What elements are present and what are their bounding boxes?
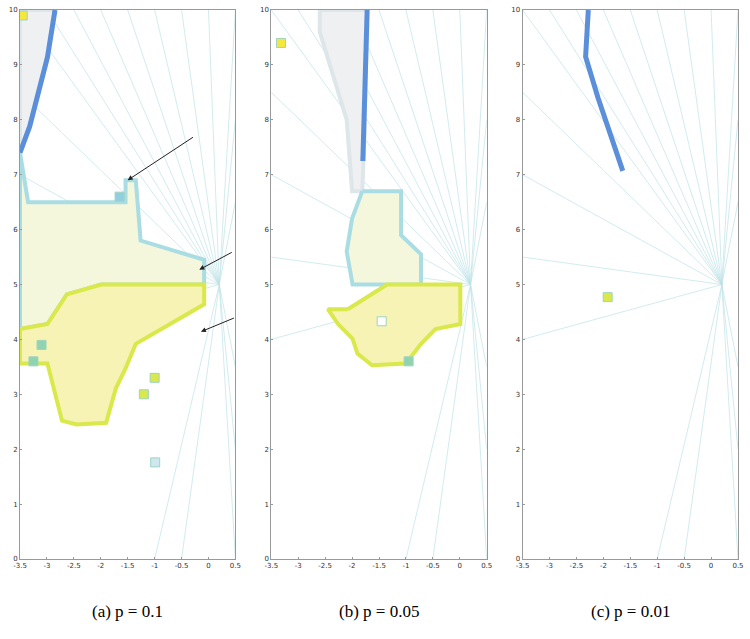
svg-text:9: 9	[264, 61, 268, 69]
svg-text:10: 10	[511, 6, 520, 14]
svg-text:4: 4	[516, 336, 521, 344]
svg-text:0: 0	[13, 555, 17, 563]
svg-text:8: 8	[264, 116, 268, 124]
svg-text:6: 6	[264, 226, 269, 234]
svg-text:(a) p = 0.1: (a) p = 0.1	[92, 602, 163, 621]
svg-text:8: 8	[516, 116, 520, 124]
svg-text:9: 9	[13, 61, 17, 69]
svg-text:-2: -2	[97, 562, 104, 570]
svg-text:-3: -3	[43, 562, 50, 570]
svg-text:8: 8	[13, 116, 17, 124]
svg-text:6: 6	[516, 226, 521, 234]
svg-text:-3.5: -3.5	[264, 562, 278, 570]
svg-text:2: 2	[13, 446, 17, 454]
svg-text:0: 0	[458, 562, 462, 570]
svg-text:3: 3	[13, 391, 17, 399]
svg-text:-3: -3	[295, 562, 302, 570]
svg-text:-1: -1	[151, 562, 158, 570]
svg-text:10: 10	[9, 6, 18, 14]
svg-text:5: 5	[264, 281, 268, 289]
svg-text:5: 5	[13, 281, 17, 289]
svg-text:0: 0	[516, 555, 520, 563]
svg-text:0: 0	[206, 562, 210, 570]
svg-text:-2: -2	[600, 562, 607, 570]
svg-text:0: 0	[709, 562, 713, 570]
svg-text:7: 7	[264, 171, 268, 179]
svg-text:-3.5: -3.5	[516, 562, 530, 570]
svg-text:5: 5	[516, 281, 520, 289]
svg-text:(b) p = 0.05: (b) p = 0.05	[339, 602, 419, 621]
svg-text:-0.5: -0.5	[175, 562, 189, 570]
svg-text:3: 3	[516, 391, 520, 399]
svg-text:4: 4	[264, 336, 269, 344]
svg-text:9: 9	[516, 61, 520, 69]
svg-text:-3.5: -3.5	[13, 562, 27, 570]
svg-text:0.5: 0.5	[230, 562, 241, 570]
svg-text:-1: -1	[402, 562, 409, 570]
svg-text:-2.5: -2.5	[318, 562, 332, 570]
svg-text:0: 0	[264, 555, 268, 563]
svg-text:-0.5: -0.5	[677, 562, 691, 570]
svg-text:10: 10	[260, 6, 269, 14]
svg-text:1: 1	[516, 501, 520, 509]
svg-text:-3: -3	[546, 562, 553, 570]
svg-text:7: 7	[516, 171, 520, 179]
svg-text:2: 2	[264, 446, 268, 454]
svg-text:2: 2	[516, 446, 520, 454]
svg-text:-1.5: -1.5	[121, 562, 135, 570]
svg-text:4: 4	[13, 336, 18, 344]
svg-text:-1.5: -1.5	[623, 562, 637, 570]
svg-text:-1.5: -1.5	[372, 562, 386, 570]
svg-text:1: 1	[264, 501, 268, 509]
svg-text:(c) p = 0.01: (c) p = 0.01	[591, 602, 670, 621]
svg-text:3: 3	[264, 391, 268, 399]
svg-text:-1: -1	[654, 562, 661, 570]
svg-text:0.5: 0.5	[732, 562, 743, 570]
svg-text:-2: -2	[349, 562, 356, 570]
svg-text:0.5: 0.5	[481, 562, 492, 570]
svg-text:-2.5: -2.5	[570, 562, 584, 570]
svg-text:7: 7	[13, 171, 17, 179]
svg-text:6: 6	[13, 226, 18, 234]
svg-text:1: 1	[13, 501, 17, 509]
svg-text:-0.5: -0.5	[426, 562, 440, 570]
svg-text:-2.5: -2.5	[67, 562, 81, 570]
